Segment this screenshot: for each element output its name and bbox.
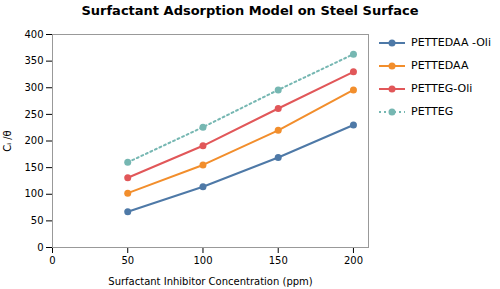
svg-text:150: 150 xyxy=(24,162,43,173)
svg-text:100: 100 xyxy=(24,188,43,199)
svg-text:200: 200 xyxy=(24,135,43,146)
svg-text:200: 200 xyxy=(344,255,363,266)
svg-text:100: 100 xyxy=(193,255,212,266)
svg-text:250: 250 xyxy=(24,109,43,120)
svg-text:Cᵢ /θ: Cᵢ /θ xyxy=(2,130,13,151)
html-text:PETTEDAA: PETTEDAA xyxy=(411,59,469,72)
html-text:Surfactant Adsorption Model on: Surfactant Adsorption Model on Steel Sur… xyxy=(81,3,419,18)
svg-text:Surfactant Inhibitor Concentra: Surfactant Inhibitor Concentration (ppm) xyxy=(108,276,313,287)
svg-text:0: 0 xyxy=(49,255,55,266)
html-text:PETTEG-Oli: PETTEG-Oli xyxy=(411,82,473,95)
svg-text:50: 50 xyxy=(121,255,134,266)
svg-text:350: 350 xyxy=(24,55,43,66)
svg-text:300: 300 xyxy=(24,82,43,93)
svg-text:0: 0 xyxy=(37,242,43,253)
html-text:PETTEDAA -Oli: PETTEDAA -Oli xyxy=(411,36,491,49)
html-text:PETTEG: PETTEG xyxy=(411,105,454,118)
svg-text:50: 50 xyxy=(31,215,44,226)
svg-text:150: 150 xyxy=(269,255,288,266)
svg-text:400: 400 xyxy=(24,29,43,40)
